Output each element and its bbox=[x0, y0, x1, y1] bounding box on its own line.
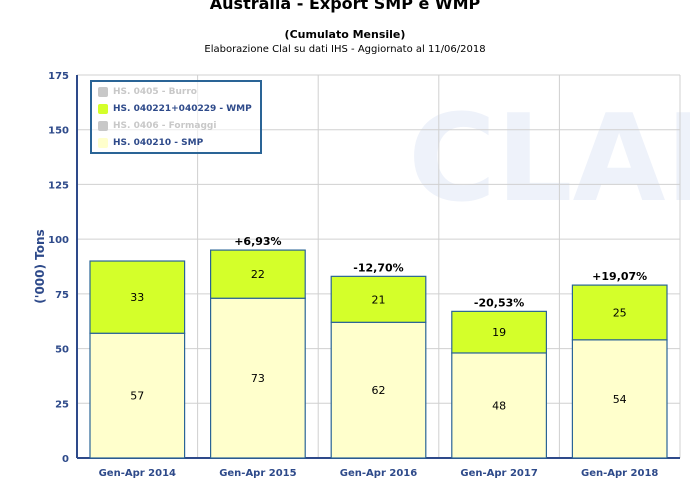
x-tick-label: Gen-Apr 2016 bbox=[340, 468, 417, 479]
legend-swatch bbox=[98, 120, 108, 131]
legend-item[interactable]: HS. 040210 - SMP bbox=[98, 135, 260, 150]
y-tick-label: 75 bbox=[55, 290, 69, 301]
bar-segment bbox=[451, 352, 547, 459]
data-label: 54 bbox=[613, 393, 627, 406]
change-label: +6,93% bbox=[234, 235, 281, 248]
y-tick-label: 50 bbox=[55, 345, 69, 356]
legend-label: HS. 040210 - SMP bbox=[113, 137, 204, 148]
legend-item[interactable]: HS. 0405 - Burro bbox=[98, 84, 260, 99]
legend-label: HS. 0406 - Formaggi bbox=[113, 120, 217, 131]
bar-segment bbox=[89, 332, 186, 459]
legend-swatch bbox=[98, 103, 108, 114]
bar-segment bbox=[330, 275, 427, 323]
bar-segment bbox=[89, 260, 186, 334]
data-label: 62 bbox=[372, 384, 386, 397]
legend-label: HS. 0405 - Burro bbox=[113, 86, 197, 97]
y-tick-label: 25 bbox=[55, 399, 69, 410]
y-tick-label: 0 bbox=[62, 454, 69, 465]
bar-segment bbox=[330, 321, 427, 459]
legend: HS. 0405 - Burro HS. 040221+040229 - WMP H… bbox=[90, 80, 262, 154]
data-label: 25 bbox=[613, 306, 627, 319]
y-tick-label: 175 bbox=[48, 71, 69, 82]
y-axis-label: ('000) Tons bbox=[33, 229, 47, 303]
change-label: -12,70% bbox=[353, 261, 403, 274]
change-label: +19,07% bbox=[592, 270, 647, 283]
change-label: -20,53% bbox=[474, 296, 524, 309]
chart-subtitle: (Cumulato Mensile) bbox=[284, 28, 406, 41]
x-tick-label: Gen-Apr 2014 bbox=[99, 468, 176, 479]
data-label: 22 bbox=[251, 268, 265, 281]
y-tick-label: 125 bbox=[48, 180, 69, 191]
legend-swatch bbox=[98, 137, 108, 148]
x-tick-label: Gen-Apr 2015 bbox=[219, 468, 296, 479]
y-tick-label: 100 bbox=[48, 235, 69, 246]
bar-segment bbox=[210, 297, 306, 459]
legend-item[interactable]: HS. 0406 - Formaggi bbox=[98, 118, 260, 133]
data-label: 19 bbox=[492, 326, 506, 339]
legend-item[interactable]: HS. 040221+040229 - WMP bbox=[98, 101, 260, 116]
bar-segment bbox=[571, 339, 668, 459]
data-label: 21 bbox=[372, 293, 386, 306]
x-tick-label: Gen-Apr 2018 bbox=[581, 468, 658, 479]
y-tick-label: 150 bbox=[48, 126, 69, 137]
bar-segment bbox=[571, 284, 668, 341]
x-tick-label: Gen-Apr 2017 bbox=[460, 468, 537, 479]
data-label: 33 bbox=[130, 291, 144, 304]
data-label: 48 bbox=[492, 399, 506, 412]
chart-title: Australia - Export SMP e WMP bbox=[209, 0, 481, 13]
watermark-logo: CLAL bbox=[408, 90, 690, 229]
legend-label: HS. 040221+040229 - WMP bbox=[113, 103, 252, 114]
bar-segment bbox=[451, 310, 547, 354]
legend-swatch bbox=[98, 86, 108, 97]
data-label: 73 bbox=[251, 372, 265, 385]
data-label: 57 bbox=[130, 390, 144, 403]
bar-segment bbox=[210, 249, 306, 299]
chart-source: Elaborazione Clal su dati IHS - Aggiorna… bbox=[204, 44, 486, 55]
